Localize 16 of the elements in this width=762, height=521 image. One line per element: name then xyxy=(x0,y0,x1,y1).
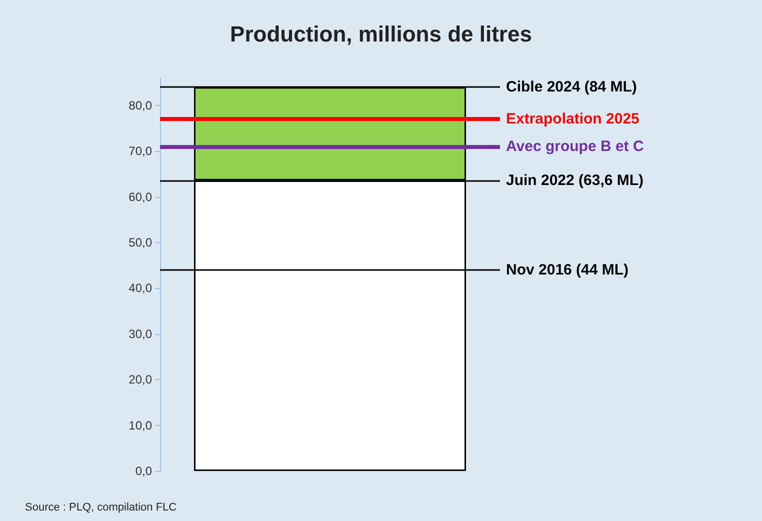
y-tick-label: 50,0 xyxy=(128,236,152,250)
y-tick-label: 0,0 xyxy=(135,464,152,478)
y-tick-label: 40,0 xyxy=(128,281,152,296)
source-note: Source : PLQ, compilation FLC xyxy=(25,502,177,514)
y-tick-label: 80,0 xyxy=(128,98,152,112)
y-tick-label: 60,0 xyxy=(128,190,152,204)
chart-title: Production, millions de litres xyxy=(230,22,532,46)
ref-line-label: Extrapolation 2025 xyxy=(506,110,640,128)
ref-line-label: Juin 2022 (63,6 ML) xyxy=(506,172,644,189)
y-tick-label: 70,0 xyxy=(128,144,152,158)
y-tick-label: 20,0 xyxy=(128,372,152,387)
ref-line-label: Avec groupe B et C xyxy=(506,138,644,156)
y-tick-label: 10,0 xyxy=(128,418,152,432)
ref-line-label: Cible 2024 (84 ML) xyxy=(506,78,637,96)
ref-line-label: Nov 2016 (44 ML) xyxy=(506,261,629,278)
y-tick-label: 30,0 xyxy=(128,326,152,341)
